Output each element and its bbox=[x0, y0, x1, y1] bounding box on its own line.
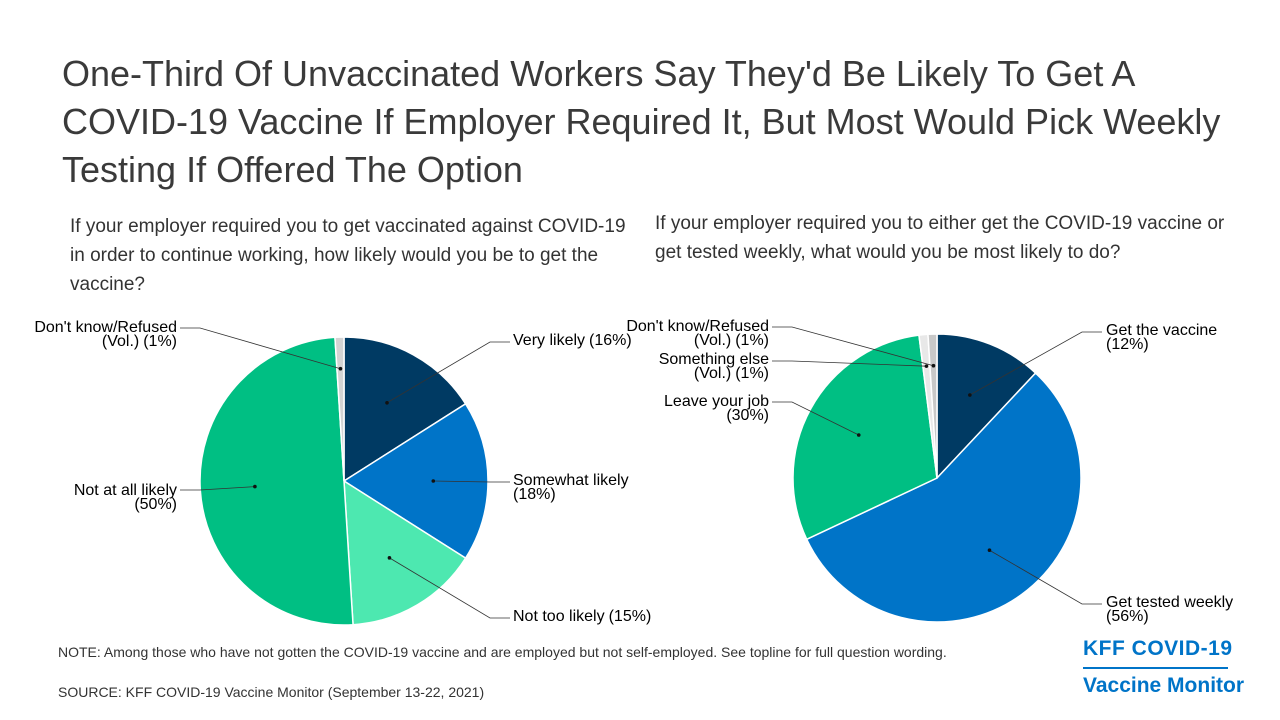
chart1-label-not-at-all-likely: Not at all likely (50%) bbox=[74, 482, 177, 513]
chart1-dot-don-t-know-refused bbox=[338, 366, 343, 371]
chart1-label-very-likely: Very likely (16%) bbox=[513, 332, 632, 349]
chart1-slice-somewhat-likely bbox=[342, 402, 489, 560]
chart1-slice-very-likely bbox=[343, 336, 467, 483]
chart2-dot-get-the-vaccine bbox=[968, 393, 972, 397]
chart2-label-get-the-vaccine: Get the vaccine (12%) bbox=[1106, 322, 1217, 353]
chart2-label-get-tested-weekly: Get tested weekly (56%) bbox=[1106, 594, 1233, 625]
chart2-dot-don-t-know-refused bbox=[931, 363, 936, 368]
chart1-dot-somewhat-likely bbox=[431, 479, 436, 483]
chart1-slice-don-t-know-refused bbox=[334, 336, 345, 482]
chart2-leader-get-tested-weekly bbox=[989, 549, 1102, 605]
page-title: One-Third Of Unvaccinated Workers Say Th… bbox=[62, 53, 1221, 190]
chart2-leader-don-t-know-refused bbox=[772, 326, 934, 367]
chart1-leader-not-too-likely bbox=[389, 557, 510, 619]
chart1-label-not-too-likely: Not too likely (15%) bbox=[513, 608, 651, 625]
source-line: SOURCE: KFF COVID-19 Vaccine Monitor (Se… bbox=[58, 684, 485, 700]
chart2-label-don-t-know-refused: Don't know/Refused (Vol.) (1%) bbox=[626, 318, 769, 349]
chart1-leader-don-t-know-refused bbox=[180, 327, 341, 370]
chart2-slice-get-tested-weekly bbox=[805, 371, 1082, 623]
chart2-label-leave-your-job: Leave your job (30%) bbox=[664, 393, 769, 424]
chart2-leader-get-the-vaccine bbox=[969, 331, 1102, 396]
chart2-dot-get-tested-weekly bbox=[987, 548, 992, 553]
logo-line1: KFF COVID-19 bbox=[1083, 637, 1233, 660]
chart2-leader-something-else bbox=[772, 360, 927, 367]
chart1-leader-somewhat-likely bbox=[433, 480, 510, 483]
chart1-label-don-t-know-refused: Don't know/Refused (Vol.) (1%) bbox=[34, 319, 177, 350]
logo-rule bbox=[1083, 667, 1228, 669]
chart2-leader-leave-your-job bbox=[772, 401, 859, 436]
kff-logo: KFF COVID-19 Vaccine Monitor bbox=[1083, 635, 1253, 700]
chart1-label-somewhat-likely: Somewhat likely (18%) bbox=[513, 472, 629, 503]
pie-charts: Very likely (16%) Somewhat likely (18%) Not … bbox=[34, 318, 1233, 626]
footnote: NOTE: Among those who have not gotten th… bbox=[58, 644, 947, 660]
chart2-slice-leave-your-job bbox=[792, 334, 938, 541]
chart1-dot-very-likely bbox=[385, 400, 389, 405]
chart2-slice-get-the-vaccine bbox=[936, 333, 1037, 480]
chart1-slice-not-too-likely bbox=[343, 479, 467, 626]
chart2-label-something-else: Something else (Vol.) (1%) bbox=[659, 351, 769, 382]
chart2-question: If your employer required you to either … bbox=[655, 213, 1225, 263]
chart1-leader-not-at-all-likely bbox=[180, 486, 255, 491]
chart2-slice-don-t-know-refused bbox=[927, 333, 938, 479]
chart1-question: If your employer required you to get vac… bbox=[70, 216, 626, 295]
chart2-dot-leave-your-job bbox=[856, 433, 861, 437]
logo-line2: Vaccine Monitor bbox=[1083, 674, 1245, 697]
chart1-slice-not-at-all-likely bbox=[199, 336, 354, 626]
chart1-dot-not-too-likely bbox=[387, 556, 392, 560]
chart1-dot-not-at-all-likely bbox=[253, 484, 257, 489]
chart1-leader-very-likely bbox=[386, 341, 510, 404]
chart2-dot-something-else bbox=[924, 364, 929, 368]
